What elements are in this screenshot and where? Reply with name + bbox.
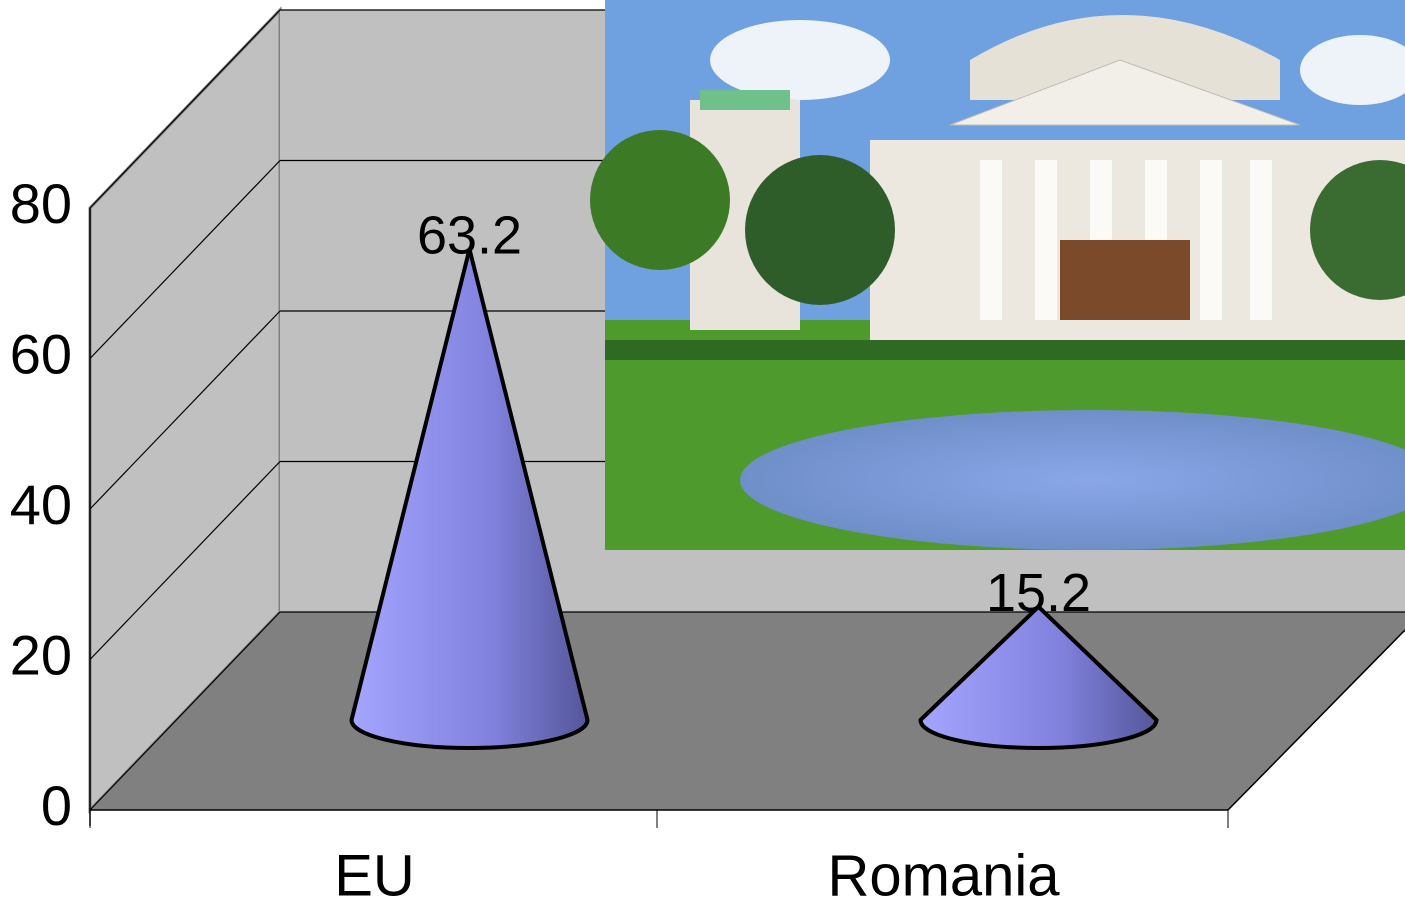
y-tick-label: 60 [10,322,72,385]
x-tick-label: Romania [827,843,1060,908]
floor-edge [1227,629,1405,811]
grid-line [89,310,281,510]
grid-line [89,160,281,359]
grid-line [89,461,281,660]
grid-line [89,9,281,209]
y-tick-label: 20 [10,623,72,686]
photo [590,0,1405,550]
y-tick-label: 40 [10,473,72,536]
value-label: 63.2 [417,205,522,265]
value-label: 15.2 [986,563,1091,623]
floor [90,612,1405,810]
cone [918,603,1159,750]
y-tick-label: 0 [41,774,72,837]
x-tick-label: EU [334,843,415,908]
y-tick-label: 80 [10,172,72,235]
grid-line [89,611,281,811]
cone [349,248,590,750]
